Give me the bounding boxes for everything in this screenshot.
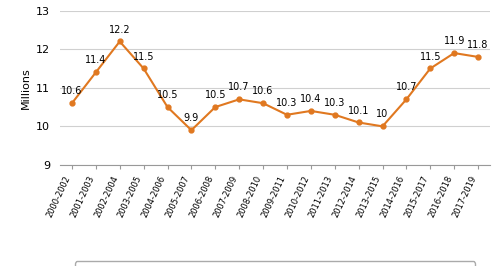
Number of people undernourished in Kenya (million) (3-year average) xyxy=(212,106,218,109)
Number of people undernourished in Kenya (million) (3-year average) xyxy=(116,40,122,43)
Number of people undernourished in Kenya (million) (3-year average) xyxy=(308,109,314,113)
Text: 10.3: 10.3 xyxy=(324,98,345,108)
Text: 10.5: 10.5 xyxy=(157,90,178,100)
Number of people undernourished in Kenya (million) (3-year average) xyxy=(93,71,99,74)
Text: 12.2: 12.2 xyxy=(109,24,130,35)
Number of people undernourished in Kenya (million) (3-year average) xyxy=(332,113,338,117)
Number of people undernourished in Kenya (million) (3-year average) xyxy=(69,102,75,105)
Text: 10: 10 xyxy=(376,109,388,119)
Line: Number of people undernourished in Kenya (million) (3-year average): Number of people undernourished in Kenya… xyxy=(70,39,480,133)
Number of people undernourished in Kenya (million) (3-year average) xyxy=(284,113,290,117)
Number of people undernourished in Kenya (million) (3-year average) xyxy=(380,125,386,128)
Text: 10.7: 10.7 xyxy=(228,82,250,92)
Text: 10.7: 10.7 xyxy=(396,82,417,92)
Number of people undernourished in Kenya (million) (3-year average) xyxy=(140,67,146,70)
Number of people undernourished in Kenya (million) (3-year average) xyxy=(164,106,170,109)
Number of people undernourished in Kenya (million) (3-year average) xyxy=(428,67,434,70)
Number of people undernourished in Kenya (million) (3-year average) xyxy=(356,121,362,124)
Y-axis label: Millions: Millions xyxy=(20,67,30,109)
Text: 11.4: 11.4 xyxy=(85,55,106,65)
Text: 10.4: 10.4 xyxy=(300,94,322,104)
Text: 10.3: 10.3 xyxy=(276,98,297,108)
Number of people undernourished in Kenya (million) (3-year average) xyxy=(475,55,481,59)
Text: 9.9: 9.9 xyxy=(184,113,199,123)
Text: 10.1: 10.1 xyxy=(348,106,370,115)
Text: 10.6: 10.6 xyxy=(252,86,274,96)
Legend: Number of people undernourished in Kenya (million) (3-year average): Number of people undernourished in Kenya… xyxy=(75,261,475,266)
Text: 10.5: 10.5 xyxy=(204,90,226,100)
Number of people undernourished in Kenya (million) (3-year average) xyxy=(236,98,242,101)
Text: 11.5: 11.5 xyxy=(133,52,154,61)
Text: 11.9: 11.9 xyxy=(444,36,465,46)
Number of people undernourished in Kenya (million) (3-year average) xyxy=(404,98,409,101)
Text: 11.5: 11.5 xyxy=(420,52,441,61)
Number of people undernourished in Kenya (million) (3-year average) xyxy=(188,129,194,132)
Text: 11.8: 11.8 xyxy=(468,40,488,50)
Text: 10.6: 10.6 xyxy=(62,86,82,96)
Number of people undernourished in Kenya (million) (3-year average) xyxy=(260,102,266,105)
Number of people undernourished in Kenya (million) (3-year average) xyxy=(451,52,457,55)
